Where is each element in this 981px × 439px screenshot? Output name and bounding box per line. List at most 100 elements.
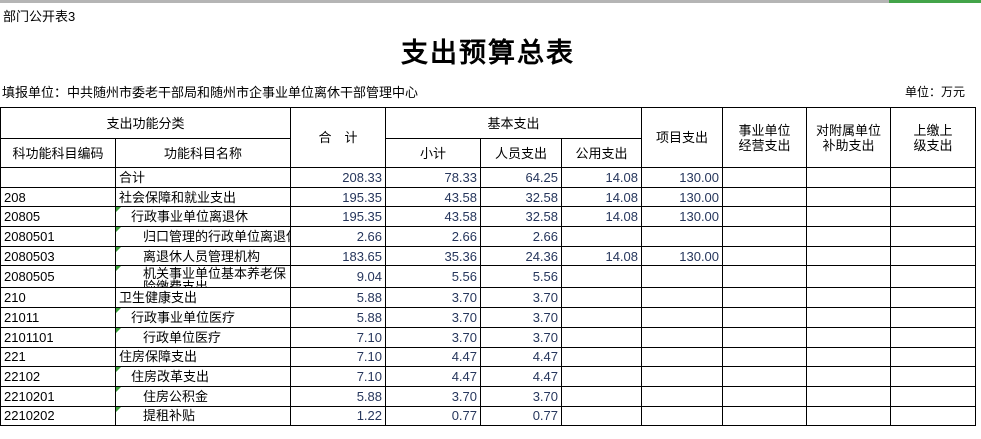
basic-subtotal-cell[interactable]: 0.77 <box>385 405 482 427</box>
header-upper[interactable]: 上缴上 级支出 <box>890 107 977 168</box>
public-cell[interactable] <box>561 385 643 407</box>
total-cell[interactable]: 1.22 <box>290 405 387 427</box>
operating-cell[interactable] <box>722 346 808 368</box>
subsidy-cell[interactable] <box>806 326 892 348</box>
personnel-cell[interactable]: 2.66 <box>480 226 563 247</box>
basic-subtotal-cell[interactable]: 3.70 <box>385 385 482 407</box>
total-cell[interactable]: 5.88 <box>290 307 387 328</box>
total-cell[interactable]: 9.04 <box>290 265 387 289</box>
operating-cell[interactable] <box>722 366 808 387</box>
header-total[interactable]: 合 计 <box>290 107 387 168</box>
name-cell[interactable]: 机关事业单位基本养老保险缴费支出 <box>114 265 292 289</box>
code-cell[interactable]: 2101101 <box>0 326 116 348</box>
project-cell[interactable] <box>641 385 724 407</box>
subsidy-cell[interactable] <box>806 287 892 309</box>
upper-cell[interactable] <box>890 167 977 188</box>
project-cell[interactable]: 130.00 <box>641 206 724 228</box>
basic-subtotal-cell[interactable]: 2.66 <box>385 226 482 247</box>
upper-cell[interactable] <box>890 186 977 208</box>
basic-subtotal-cell[interactable]: 3.70 <box>385 307 482 328</box>
project-cell[interactable]: 130.00 <box>641 186 724 208</box>
upper-cell[interactable] <box>890 265 977 289</box>
code-cell[interactable]: 2080501 <box>0 226 116 247</box>
personnel-cell[interactable]: 4.47 <box>480 346 563 368</box>
header-subsidy[interactable]: 对附属单位 补助支出 <box>806 107 892 168</box>
code-cell[interactable]: 20805 <box>0 206 116 228</box>
project-cell[interactable] <box>641 346 724 368</box>
code-cell[interactable]: 2210202 <box>0 405 116 427</box>
basic-subtotal-cell[interactable]: 3.70 <box>385 326 482 348</box>
subsidy-cell[interactable] <box>806 346 892 368</box>
total-cell[interactable]: 7.10 <box>290 346 387 368</box>
public-cell[interactable]: 14.08 <box>561 206 643 228</box>
code-cell[interactable]: 208 <box>0 186 116 208</box>
name-cell[interactable]: 行政单位医疗 <box>114 326 292 348</box>
personnel-cell[interactable]: 0.77 <box>480 405 563 427</box>
code-cell[interactable]: 21011 <box>0 307 116 328</box>
operating-cell[interactable] <box>722 245 808 267</box>
basic-subtotal-cell[interactable]: 4.47 <box>385 366 482 387</box>
name-cell[interactable]: 行政事业单位离退休 <box>114 206 292 228</box>
upper-cell[interactable] <box>890 385 977 407</box>
public-cell[interactable]: 14.08 <box>561 186 643 208</box>
operating-cell[interactable] <box>722 186 808 208</box>
upper-cell[interactable] <box>890 366 977 387</box>
subsidy-cell[interactable] <box>806 186 892 208</box>
public-cell[interactable] <box>561 307 643 328</box>
header-name[interactable]: 功能科目名称 <box>114 138 292 168</box>
total-cell[interactable]: 195.35 <box>290 206 387 228</box>
project-cell[interactable] <box>641 226 724 247</box>
public-cell[interactable] <box>561 326 643 348</box>
operating-cell[interactable] <box>722 265 808 289</box>
project-cell[interactable]: 130.00 <box>641 245 724 267</box>
header-public[interactable]: 公用支出 <box>561 138 643 168</box>
name-cell[interactable]: 住房改革支出 <box>114 366 292 387</box>
name-cell[interactable]: 卫生健康支出 <box>114 287 292 309</box>
operating-cell[interactable] <box>722 206 808 228</box>
name-cell[interactable]: 住房公积金 <box>114 385 292 407</box>
public-cell[interactable] <box>561 346 643 368</box>
total-cell[interactable]: 195.35 <box>290 186 387 208</box>
code-cell[interactable] <box>0 167 116 188</box>
project-cell[interactable]: 130.00 <box>641 167 724 188</box>
subsidy-cell[interactable] <box>806 366 892 387</box>
personnel-cell[interactable]: 24.36 <box>480 245 563 267</box>
upper-cell[interactable] <box>890 226 977 247</box>
operating-cell[interactable] <box>722 167 808 188</box>
operating-cell[interactable] <box>722 287 808 309</box>
total-cell[interactable]: 183.65 <box>290 245 387 267</box>
basic-subtotal-cell[interactable]: 3.70 <box>385 287 482 309</box>
public-cell[interactable] <box>561 265 643 289</box>
upper-cell[interactable] <box>890 346 977 368</box>
personnel-cell[interactable]: 4.47 <box>480 366 563 387</box>
total-cell[interactable]: 2.66 <box>290 226 387 247</box>
operating-cell[interactable] <box>722 326 808 348</box>
subsidy-cell[interactable] <box>806 206 892 228</box>
name-cell[interactable]: 社会保障和就业支出 <box>114 186 292 208</box>
subsidy-cell[interactable] <box>806 307 892 328</box>
operating-cell[interactable] <box>722 307 808 328</box>
subsidy-cell[interactable] <box>806 245 892 267</box>
header-personnel[interactable]: 人员支出 <box>480 138 563 168</box>
basic-subtotal-cell[interactable]: 78.33 <box>385 167 482 188</box>
upper-cell[interactable] <box>890 307 977 328</box>
subsidy-cell[interactable] <box>806 167 892 188</box>
header-project[interactable]: 项目支出 <box>641 107 724 168</box>
code-cell[interactable]: 22102 <box>0 366 116 387</box>
upper-cell[interactable] <box>890 245 977 267</box>
operating-cell[interactable] <box>722 385 808 407</box>
code-cell[interactable]: 210 <box>0 287 116 309</box>
name-cell[interactable]: 行政事业单位医疗 <box>114 307 292 328</box>
personnel-cell[interactable]: 3.70 <box>480 287 563 309</box>
operating-cell[interactable] <box>722 405 808 427</box>
subsidy-cell[interactable] <box>806 385 892 407</box>
personnel-cell[interactable]: 5.56 <box>480 265 563 289</box>
subsidy-cell[interactable] <box>806 405 892 427</box>
header-function-group[interactable]: 支出功能分类 <box>0 107 292 139</box>
project-cell[interactable] <box>641 326 724 348</box>
public-cell[interactable] <box>561 287 643 309</box>
code-cell[interactable]: 2080505 <box>0 265 116 289</box>
header-basic-group[interactable]: 基本支出 <box>385 107 643 139</box>
header-code[interactable]: 科功能科目编码 <box>0 138 116 168</box>
project-cell[interactable] <box>641 307 724 328</box>
